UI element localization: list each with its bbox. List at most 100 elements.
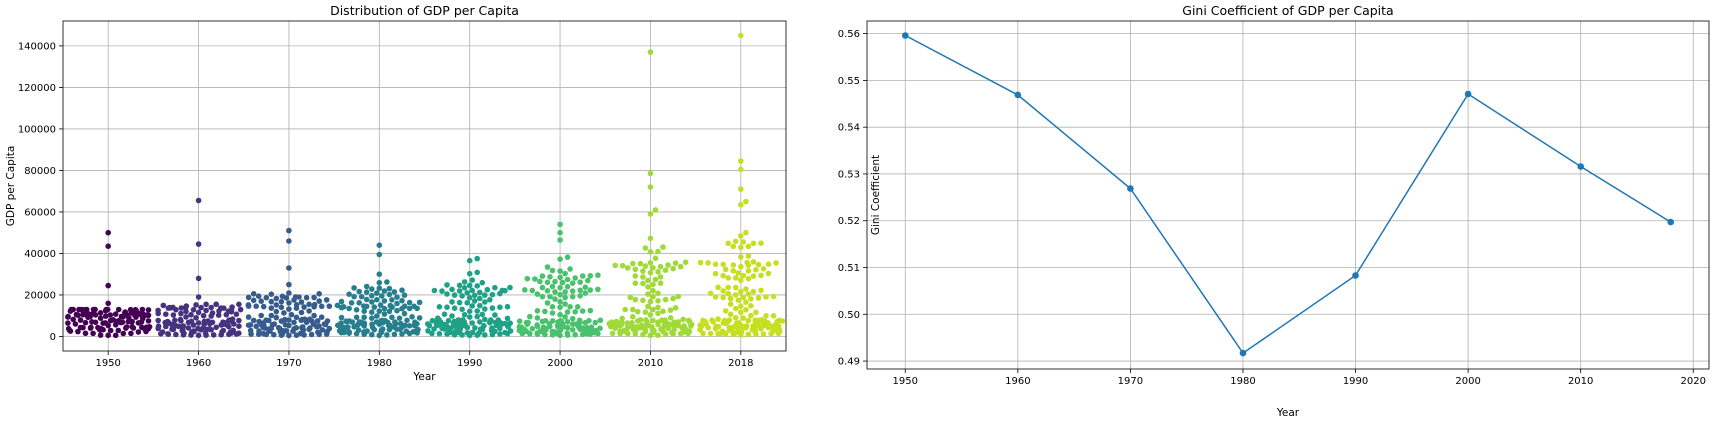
swarm-point (391, 331, 398, 338)
swarm-point (662, 267, 669, 274)
swarm-point (346, 291, 352, 298)
swarm-point (406, 305, 413, 312)
swarm-point (660, 244, 666, 250)
swarm-point (547, 274, 553, 280)
line-x-tick-label: 1970 (1118, 376, 1143, 387)
swarm-point (524, 275, 531, 282)
swarm-point (159, 329, 166, 335)
swarm-point (647, 49, 654, 55)
swarm-point (657, 263, 664, 270)
swarm-point (765, 270, 772, 277)
swarm-point (409, 314, 415, 320)
swarm-point (677, 263, 684, 270)
swarm-point (755, 261, 762, 268)
swarm-point (569, 327, 576, 333)
swarm-point (102, 320, 109, 326)
swarm-y-tick-label: 100000 (18, 124, 56, 135)
swarm-point (655, 269, 661, 275)
line-y-tick-label: 0.49 (838, 357, 860, 368)
swarm-point (190, 307, 197, 313)
swarm-point (79, 306, 85, 313)
swarm-point (170, 304, 176, 311)
swarm-point (387, 302, 394, 309)
swarm-point (745, 331, 752, 338)
swarm-point (318, 303, 325, 310)
swarm-point (397, 320, 404, 327)
gini-point (1577, 163, 1584, 170)
swarm-point (516, 318, 523, 325)
swarm-point (466, 295, 473, 301)
swarm-point (748, 303, 754, 309)
swarm-point (650, 265, 656, 271)
swarm-point (725, 275, 731, 281)
swarm-point (399, 331, 405, 337)
swarm-point (169, 326, 175, 333)
swarm-point (188, 312, 194, 318)
swarm-point (765, 261, 772, 268)
swarm-point (195, 309, 202, 316)
swarm-point (425, 321, 431, 327)
line-y-tick-label: 0.53 (838, 169, 860, 180)
swarm-point (369, 299, 375, 305)
swarm-point (461, 311, 468, 318)
swarm-point (745, 317, 752, 324)
swarm-point (522, 287, 528, 293)
swarm-point (185, 325, 192, 331)
swarm-point (727, 311, 734, 318)
swarm-point (738, 309, 744, 316)
swarm-point (621, 327, 627, 334)
swarm-point (564, 254, 571, 260)
swarm-point (195, 325, 201, 332)
swarm-point (311, 294, 317, 301)
swarm-point (544, 279, 551, 286)
swarm-point (425, 328, 431, 334)
swarm-point (725, 290, 731, 297)
swarm-point (105, 229, 111, 236)
swarm-point (776, 317, 783, 324)
swarm-point (155, 307, 161, 314)
swarm-point (268, 305, 275, 311)
swarm-point (562, 314, 568, 320)
swarm-point (379, 293, 385, 299)
line-x-tick-label: 1950 (893, 376, 918, 387)
swarm-point (562, 289, 568, 295)
swarm-point (128, 330, 134, 337)
swarm-point (738, 158, 744, 164)
swarm-point (273, 295, 280, 302)
swarm-point (738, 277, 744, 284)
swarm-point (376, 271, 383, 278)
swarm-point (386, 285, 393, 292)
swarm-point (338, 298, 345, 305)
swarm-point (738, 303, 744, 310)
swarm-point (206, 326, 213, 332)
swarm-point (245, 302, 252, 308)
swarm-point (647, 298, 654, 305)
swarm-point (542, 318, 549, 324)
swarm-point (635, 308, 641, 315)
swarm-point (685, 317, 692, 324)
swarm-point (449, 313, 455, 319)
swarm-point (374, 290, 380, 296)
swarm-point (719, 328, 725, 335)
swarm-point (705, 260, 711, 266)
swarm-point (145, 318, 152, 324)
swarm-point (758, 287, 764, 294)
swarm-point (722, 308, 729, 314)
swarm-point (381, 288, 388, 294)
swarm-point (722, 266, 729, 273)
swarm-x-tick-label: 1960 (186, 358, 211, 369)
swarm-point (645, 284, 651, 290)
swarm-point (640, 297, 646, 304)
swarm-point (655, 332, 661, 339)
swarm-point (177, 316, 184, 323)
swarm-point (773, 260, 779, 266)
swarm-point (712, 294, 719, 300)
swarm-point (229, 316, 236, 322)
swarm-point (361, 314, 368, 321)
swarm-point (384, 279, 390, 285)
swarm-point (672, 260, 679, 266)
swarm-point (474, 255, 481, 262)
swarm-point (587, 287, 594, 293)
swarm-point (85, 311, 92, 317)
swarm-point (300, 324, 306, 330)
